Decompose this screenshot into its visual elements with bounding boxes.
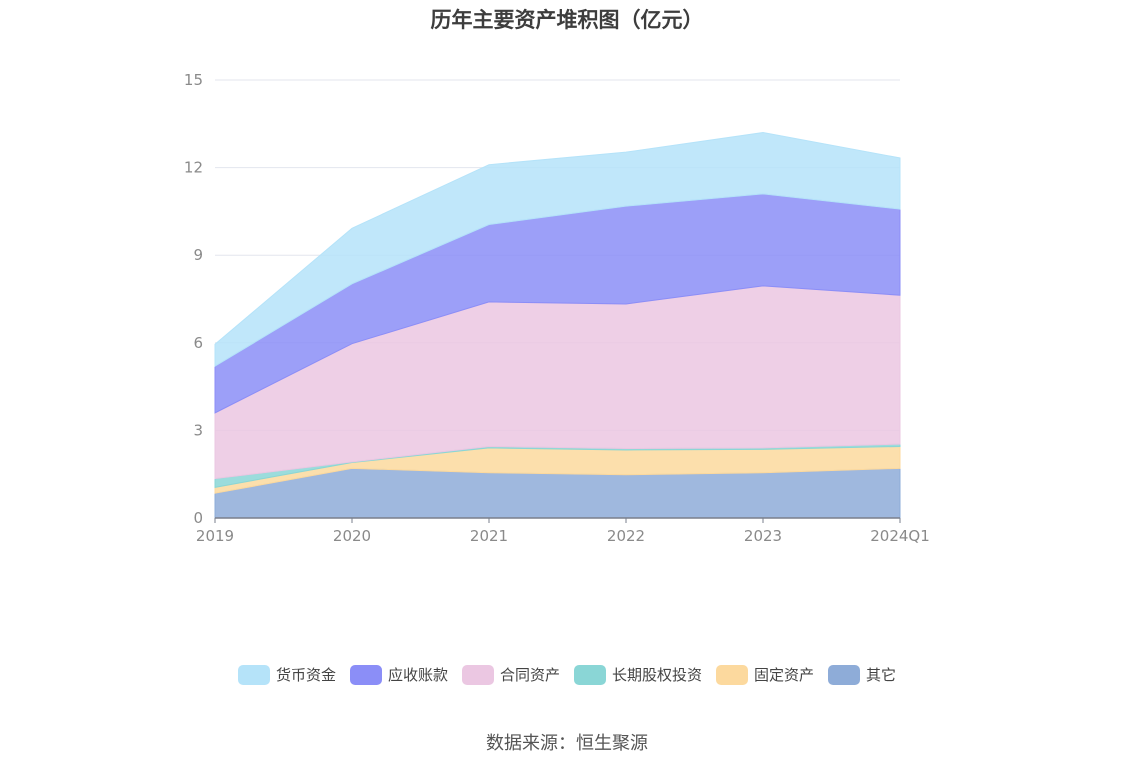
legend-label: 其它 xyxy=(866,666,897,684)
x-tick-label: 2022 xyxy=(607,527,645,545)
source-note: 数据来源：恒生聚源 xyxy=(486,733,648,754)
legend-item[interactable]: 货币资金 xyxy=(237,664,336,685)
legend-item[interactable]: 其它 xyxy=(828,664,896,685)
x-tick-label: 2024Q1 xyxy=(870,527,930,545)
legend-swatch xyxy=(461,664,494,685)
x-tick-label: 2020 xyxy=(333,527,371,545)
legend-label: 合同资产 xyxy=(499,666,560,684)
legend-swatch xyxy=(716,664,749,685)
x-tick-label: 2019 xyxy=(196,527,234,545)
y-tick-label: 0 xyxy=(193,509,203,527)
legend-label: 长期股权投资 xyxy=(612,666,703,684)
legend-swatch xyxy=(237,664,270,685)
chart-title: 历年主要资产堆积图（亿元） xyxy=(430,8,704,32)
legend-label: 货币资金 xyxy=(275,666,336,684)
y-tick-label: 15 xyxy=(184,71,203,89)
area-series-group xyxy=(214,132,901,519)
legend-swatch xyxy=(574,664,606,685)
axes: 0 3 6 9 12 15 2019 2020 2021 2022 2023 2024Q1 xyxy=(184,71,930,545)
legend-label: 应收账款 xyxy=(387,666,448,684)
x-tick-label: 2021 xyxy=(470,527,508,545)
area-series-5 xyxy=(214,132,901,368)
legend-item[interactable]: 合同资产 xyxy=(461,664,560,685)
area-series-0 xyxy=(214,467,901,519)
legend-swatch xyxy=(349,664,382,685)
y-tick-label: 3 xyxy=(193,421,203,439)
y-tick-label: 12 xyxy=(184,159,203,177)
legend-item[interactable]: 应收账款 xyxy=(349,664,448,685)
legend-item[interactable]: 固定资产 xyxy=(716,664,814,685)
legend-label: 固定资产 xyxy=(754,666,815,684)
legend-item[interactable]: 长期股权投资 xyxy=(574,664,702,685)
y-tick-label: 6 xyxy=(193,334,203,352)
y-tick-label: 9 xyxy=(193,246,203,264)
legend-swatch xyxy=(828,664,861,685)
legend: 货币资金 应收账款 合同资产 长期股权投资 固定资产 其它 xyxy=(0,664,1134,685)
x-tick-label: 2023 xyxy=(744,527,782,545)
